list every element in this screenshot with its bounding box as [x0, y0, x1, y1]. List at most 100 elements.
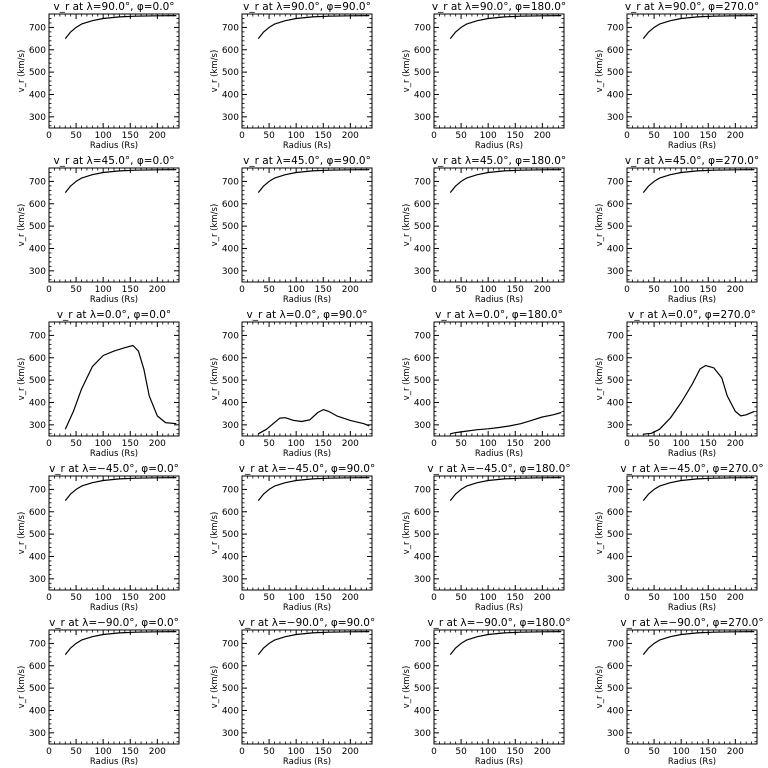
- panel-title: v_r at λ=0.0°, φ=0.0°: [57, 309, 171, 321]
- x-tick-label: 100: [673, 131, 690, 141]
- x-tick-label: 50: [455, 285, 467, 295]
- x-tick-label: 0: [46, 131, 52, 141]
- x-tick-label: 200: [727, 747, 744, 757]
- series-line: [642, 631, 755, 655]
- x-tick-label: 100: [480, 747, 497, 757]
- y-tick-label: 400: [29, 706, 46, 716]
- x-tick-label: 100: [480, 131, 497, 141]
- y-tick-label: 700: [414, 639, 431, 649]
- x-axis-label: Radius (Rs): [668, 295, 716, 305]
- y-tick-label: 300: [222, 729, 239, 739]
- y-tick-label: 500: [414, 68, 431, 78]
- plot-frame: [626, 13, 758, 129]
- x-axis-label: Radius (Rs): [283, 295, 331, 305]
- y-tick-label: 300: [414, 575, 431, 585]
- panel-title: v_r at λ=90.0°, φ=0.0°: [54, 1, 175, 13]
- y-axis-label: v_r (km/s): [595, 204, 605, 247]
- y-tick-label: 700: [607, 23, 624, 33]
- x-tick-label: 0: [624, 439, 630, 449]
- y-tick-label: 600: [29, 200, 46, 210]
- y-tick-label: 300: [607, 575, 624, 585]
- x-tick-label: 200: [342, 285, 359, 295]
- x-tick-label: 150: [507, 747, 524, 757]
- y-tick-label: 500: [222, 530, 239, 540]
- y-axis-label: v_r (km/s): [17, 666, 27, 709]
- x-axis-label: Radius (Rs): [283, 141, 331, 151]
- x-tick-label: 150: [700, 747, 717, 757]
- series-line: [257, 631, 370, 655]
- y-tick-label: 600: [222, 662, 239, 672]
- x-tick-label: 150: [315, 747, 332, 757]
- x-tick-label: 200: [342, 131, 359, 141]
- y-tick-label: 700: [607, 639, 624, 649]
- x-tick-label: 100: [95, 747, 112, 757]
- panel-title: v_r at λ=−45.0°, φ=180.0°: [427, 463, 570, 475]
- series-line: [449, 169, 562, 193]
- plot-frame: [433, 13, 565, 129]
- x-tick-label: 100: [288, 439, 305, 449]
- panel-title: v_r at λ=−90.0°, φ=90.0°: [239, 617, 375, 629]
- x-tick-label: 100: [673, 285, 690, 295]
- x-tick-label: 50: [263, 131, 275, 141]
- panel-title: v_r at λ=−45.0°, φ=270.0°: [620, 463, 763, 475]
- y-tick-label: 600: [607, 508, 624, 518]
- panel-1: v_r at λ=90.0°, φ=0.0° 0 50 100 150 200 300 400…: [17, 1, 180, 151]
- x-tick-label: 0: [239, 747, 245, 757]
- x-tick-label: 150: [122, 439, 139, 449]
- y-tick-label: 500: [414, 222, 431, 232]
- x-tick-label: 0: [624, 131, 630, 141]
- y-tick-label: 500: [29, 222, 46, 232]
- panel-title: v_r at λ=45.0°, φ=90.0°: [243, 155, 371, 167]
- plot-frame: [48, 629, 180, 745]
- plot-frame: [241, 629, 373, 745]
- y-tick-label: 400: [222, 244, 239, 254]
- panel-title: v_r at λ=−90.0°, φ=180.0°: [427, 617, 570, 629]
- y-tick-label: 300: [414, 113, 431, 123]
- x-axis-label: Radius (Rs): [283, 449, 331, 459]
- panel-20: v_r at λ=−90.0°, φ=270.0° 0 50 100 150 200 300…: [595, 617, 764, 767]
- y-tick-label: 400: [607, 706, 624, 716]
- y-tick-label: 700: [414, 485, 431, 495]
- x-tick-label: 0: [431, 439, 437, 449]
- x-axis-label: Radius (Rs): [668, 141, 716, 151]
- x-tick-label: 50: [70, 439, 82, 449]
- x-tick-label: 100: [288, 747, 305, 757]
- plot-frame: [241, 475, 373, 591]
- x-tick-label: 50: [70, 593, 82, 603]
- x-tick-label: 150: [315, 285, 332, 295]
- y-axis-label: v_r (km/s): [595, 358, 605, 401]
- x-tick-label: 50: [648, 131, 660, 141]
- y-tick-label: 400: [29, 90, 46, 100]
- y-axis-label: v_r (km/s): [17, 358, 27, 401]
- x-tick-label: 200: [534, 439, 551, 449]
- x-tick-label: 100: [95, 439, 112, 449]
- panel-16: v_r at λ=−45.0°, φ=270.0° 0 50 100 150 200 300…: [595, 463, 764, 613]
- x-tick-label: 150: [122, 131, 139, 141]
- panel-title: v_r at λ=−45.0°, φ=0.0°: [49, 463, 179, 475]
- x-tick-label: 100: [673, 747, 690, 757]
- y-axis-label: v_r (km/s): [402, 204, 412, 247]
- y-tick-label: 600: [29, 662, 46, 672]
- y-tick-label: 400: [222, 90, 239, 100]
- x-tick-label: 50: [263, 285, 275, 295]
- y-axis-label: v_r (km/s): [17, 204, 27, 247]
- x-tick-label: 100: [480, 593, 497, 603]
- y-tick-label: 500: [222, 376, 239, 386]
- x-axis-label: Radius (Rs): [283, 757, 331, 767]
- x-axis-label: Radius (Rs): [90, 295, 138, 305]
- y-axis-label: v_r (km/s): [402, 512, 412, 555]
- x-tick-label: 200: [534, 593, 551, 603]
- plot-frame: [626, 167, 758, 283]
- x-axis-label: Radius (Rs): [90, 141, 138, 151]
- plot-frame: [433, 167, 565, 283]
- panel-18: v_r at λ=−90.0°, φ=90.0° 0 50 100 150 200 300 4…: [210, 617, 375, 767]
- y-tick-label: 400: [222, 552, 239, 562]
- y-tick-label: 400: [607, 244, 624, 254]
- x-tick-label: 50: [263, 593, 275, 603]
- x-tick-label: 50: [648, 747, 660, 757]
- y-tick-label: 300: [29, 421, 46, 431]
- y-tick-label: 300: [607, 729, 624, 739]
- x-tick-label: 100: [95, 285, 112, 295]
- y-tick-label: 500: [607, 684, 624, 694]
- x-tick-label: 50: [648, 285, 660, 295]
